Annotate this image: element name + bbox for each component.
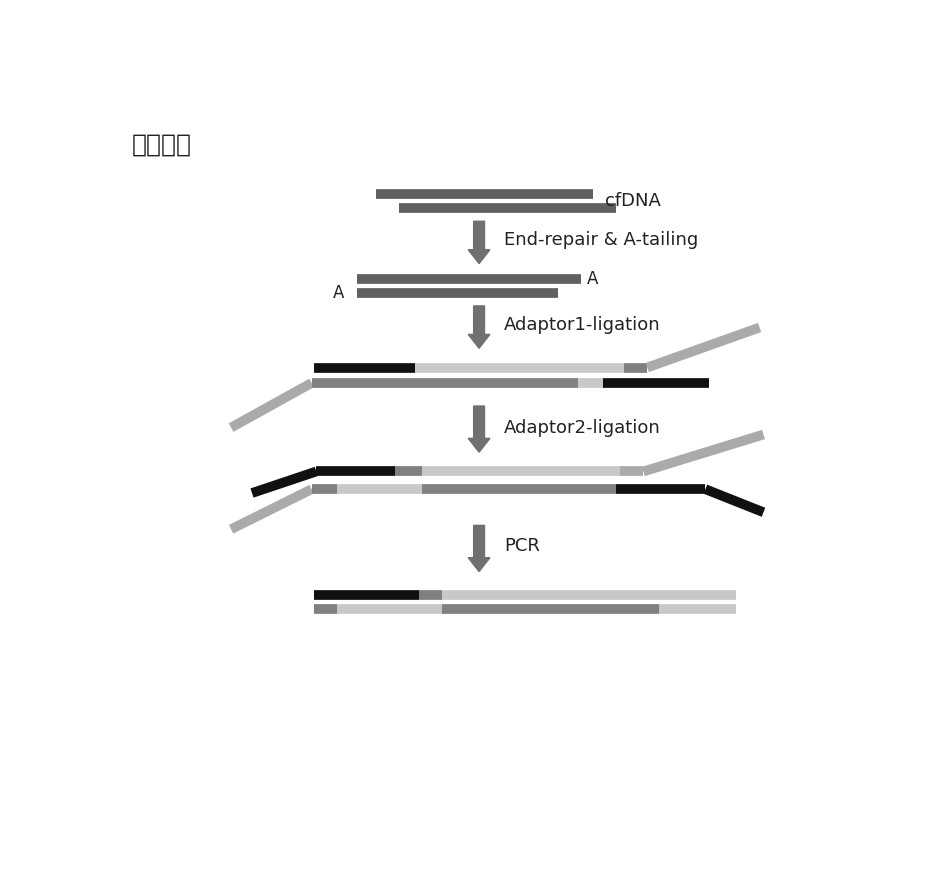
- Text: cfDNA: cfDNA: [604, 192, 660, 211]
- Text: 文库构建: 文库构建: [132, 133, 192, 157]
- Text: Adaptor2-ligation: Adaptor2-ligation: [504, 418, 661, 437]
- Text: A: A: [333, 284, 344, 302]
- Text: PCR: PCR: [504, 537, 540, 555]
- FancyArrow shape: [468, 221, 490, 263]
- FancyArrow shape: [468, 406, 490, 452]
- Text: Adaptor1-ligation: Adaptor1-ligation: [504, 316, 660, 334]
- FancyArrow shape: [468, 525, 490, 572]
- FancyArrow shape: [468, 306, 490, 348]
- Text: End-repair & A-tailing: End-repair & A-tailing: [504, 232, 698, 249]
- Text: A: A: [587, 270, 599, 288]
